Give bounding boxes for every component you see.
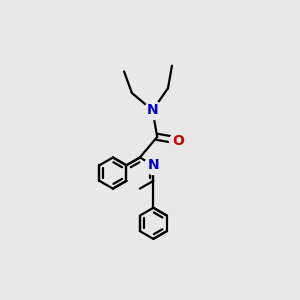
Text: O: O (172, 134, 184, 148)
Text: N: N (148, 158, 159, 172)
Text: N: N (147, 103, 158, 117)
